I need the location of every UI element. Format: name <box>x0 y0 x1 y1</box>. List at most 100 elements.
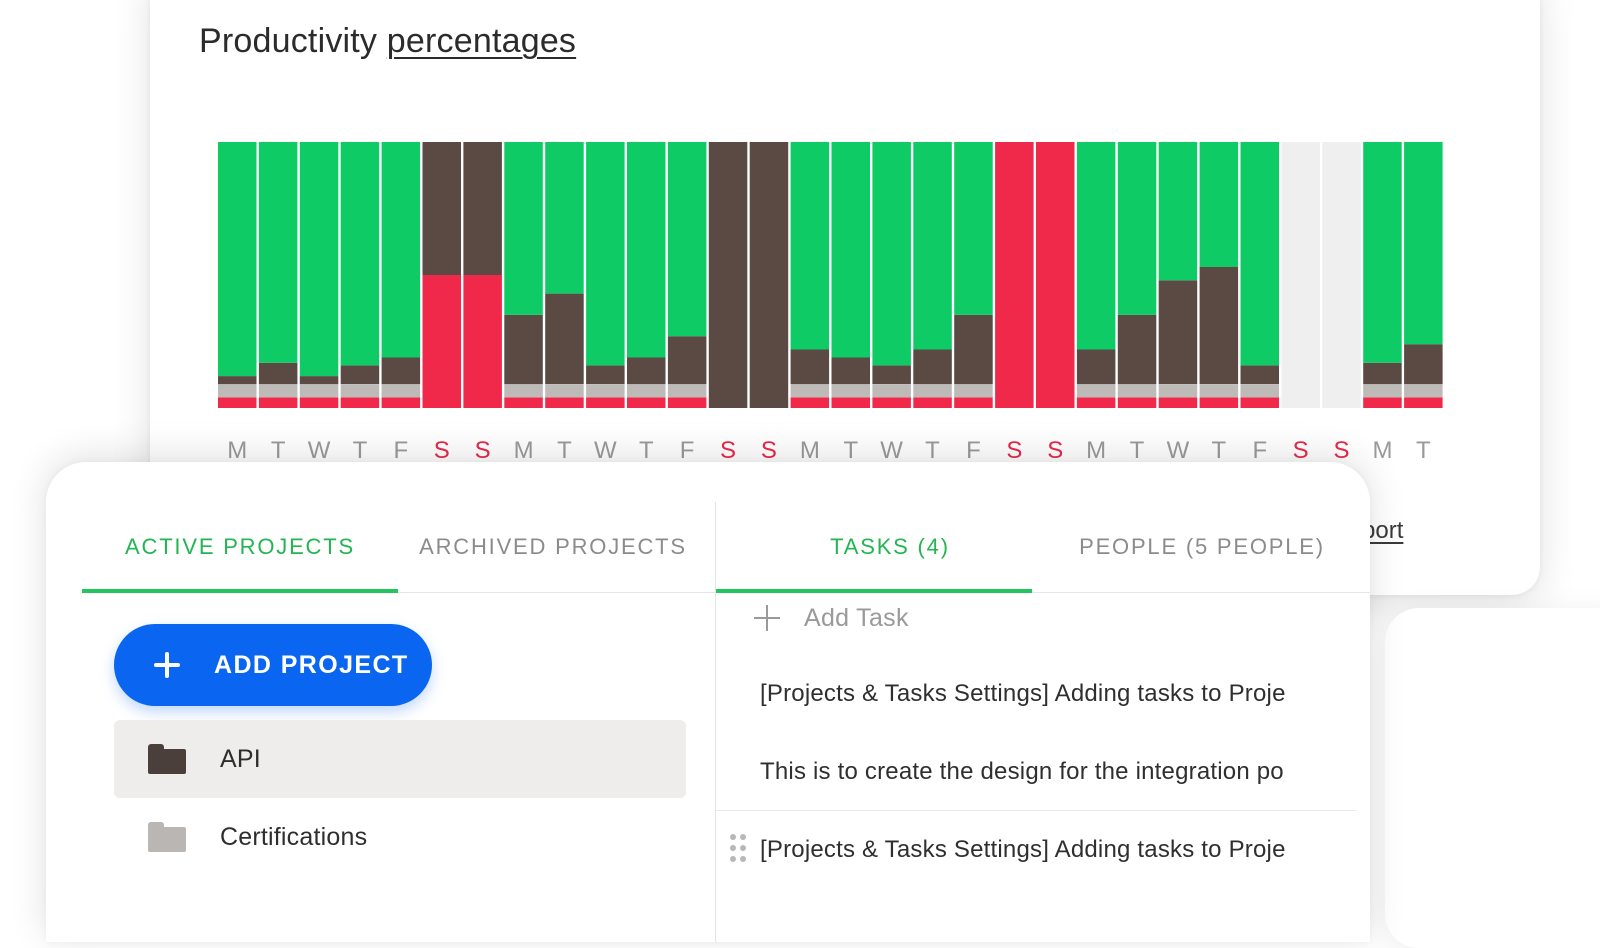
x-tick-label: F <box>1252 437 1267 464</box>
bar-segment-no_data <box>1281 142 1320 408</box>
active-projects-tab-indicator <box>82 589 398 593</box>
bar-segment-productive <box>1363 142 1402 363</box>
bar-segment-productive <box>872 142 911 366</box>
bar-segment-neutral <box>299 376 339 385</box>
bar-segment-neutral <box>586 365 625 384</box>
x-tick-label: T <box>1211 437 1226 464</box>
x-tick-label: M <box>227 437 247 464</box>
bar-segment-neutral <box>504 314 543 385</box>
bar-segment-unproductive <box>340 397 380 408</box>
x-tick-label: S <box>475 437 491 464</box>
project-item-certifications[interactable]: Certifications <box>114 798 686 876</box>
bar-segment-neutral <box>258 362 298 385</box>
bar-segment-unproductive <box>667 397 707 408</box>
bar-segment-unproductive <box>1117 397 1157 408</box>
bar-segment-unproductive <box>831 397 870 408</box>
bar-segment-neutral <box>422 142 461 275</box>
bar-segment-neutral <box>1076 349 1116 385</box>
x-tick-label: W <box>308 437 331 464</box>
x-tick-label: F <box>680 437 695 464</box>
bar-segment-unproductive <box>422 275 461 408</box>
bar-segment-productive <box>1199 142 1239 267</box>
x-tick-label: M <box>800 437 820 464</box>
bar-segment-productive <box>258 142 298 363</box>
x-tick-label: M <box>514 437 534 464</box>
x-tick-label: S <box>720 437 736 464</box>
bar-segment-unproductive <box>1240 397 1279 408</box>
task-item[interactable]: [Projects & Tasks Settings] Adding tasks… <box>760 818 1370 882</box>
task-item[interactable]: [Projects & Tasks Settings] Adding tasks… <box>760 662 1370 726</box>
bar-segment-idle <box>954 384 993 398</box>
bar-segment-idle <box>1117 384 1157 398</box>
task-divider <box>716 810 1356 811</box>
x-tick-label: T <box>557 437 572 464</box>
bar-segment-neutral <box>831 357 870 385</box>
projects-card: ACTIVE PROJECTS ARCHIVED PROJECTS TASKS … <box>46 462 1370 942</box>
bar-segment-neutral <box>913 349 952 385</box>
bar-segment-productive <box>586 142 625 366</box>
bar-segment-idle <box>1363 384 1402 398</box>
x-tick-label: F <box>966 437 981 464</box>
bar-segment-idle <box>667 384 707 398</box>
bar-segment-unproductive <box>1158 397 1198 408</box>
bar-segment-productive <box>1240 142 1279 366</box>
bar-segment-unproductive <box>504 397 543 408</box>
bar-segment-idle <box>1404 384 1443 398</box>
add-project-button[interactable]: ADD PROJECT <box>114 624 432 706</box>
tab-tasks[interactable]: TASKS (4) <box>830 534 950 559</box>
task-item[interactable]: This is to create the design for the int… <box>760 740 1370 804</box>
x-tick-label: S <box>1293 437 1309 464</box>
x-tick-label: T <box>1130 437 1145 464</box>
background-card <box>1385 608 1600 948</box>
bar-segment-unproductive <box>586 397 625 408</box>
x-tick-label: T <box>271 437 286 464</box>
x-tick-label: S <box>1333 437 1349 464</box>
bar-segment-unproductive <box>545 397 584 408</box>
bar-segment-unproductive <box>1199 397 1239 408</box>
bar-segment-unproductive <box>913 397 952 408</box>
drag-handle-icon[interactable] <box>730 834 748 866</box>
tab-people[interactable]: PEOPLE (5 PEOPLE) <box>1079 534 1325 559</box>
add-task-button[interactable]: Add Task <box>754 590 909 646</box>
bar-segment-productive <box>381 142 421 358</box>
x-tick-label: T <box>925 437 940 464</box>
bar-segment-productive <box>299 142 339 377</box>
bar-segment-unproductive <box>872 397 911 408</box>
x-tick-label: S <box>1006 437 1022 464</box>
bar-segment-idle <box>1199 384 1239 398</box>
bar-segment-productive <box>1117 142 1157 315</box>
bar-segment-idle <box>586 384 625 398</box>
bar-segment-idle <box>545 384 584 398</box>
project-item-api[interactable]: API <box>114 720 686 798</box>
bar-segment-neutral <box>749 142 789 408</box>
bar-segment-productive <box>667 142 707 337</box>
task-text: [Projects & Tasks Settings] Adding tasks… <box>760 836 1286 863</box>
bar-segment-productive <box>1158 142 1198 281</box>
plus-icon <box>154 652 180 678</box>
bar-segment-neutral <box>1158 280 1198 384</box>
bar-segment-productive <box>504 142 543 315</box>
bar-segment-neutral <box>954 314 993 385</box>
bar-segment-idle <box>218 384 257 398</box>
bar-segment-productive <box>340 142 380 366</box>
bar-segment-idle <box>299 384 339 398</box>
chart-title-link[interactable]: percentages <box>386 22 577 60</box>
bar-segment-idle <box>831 384 870 398</box>
bar-segment-neutral <box>872 365 911 384</box>
bar-segment-unproductive <box>381 397 421 408</box>
bar-segment-unproductive <box>1404 397 1443 408</box>
bar-segment-unproductive <box>1076 397 1116 408</box>
tab-active-projects[interactable]: ACTIVE PROJECTS <box>125 534 355 559</box>
bar-segment-idle <box>1076 384 1116 398</box>
bar-segment-unproductive <box>790 397 830 408</box>
bar-segment-neutral <box>1240 365 1279 384</box>
bar-segment-productive <box>831 142 870 358</box>
plus-icon <box>754 605 780 631</box>
tab-archived-projects[interactable]: ARCHIVED PROJECTS <box>419 534 687 559</box>
x-tick-label: T <box>639 437 654 464</box>
task-text: [Projects & Tasks Settings] Adding tasks… <box>760 680 1286 707</box>
bar-segment-unproductive <box>463 275 502 408</box>
panel-divider <box>715 502 716 942</box>
add-project-label: ADD PROJECT <box>214 650 409 679</box>
bar-segment-neutral <box>667 336 707 385</box>
